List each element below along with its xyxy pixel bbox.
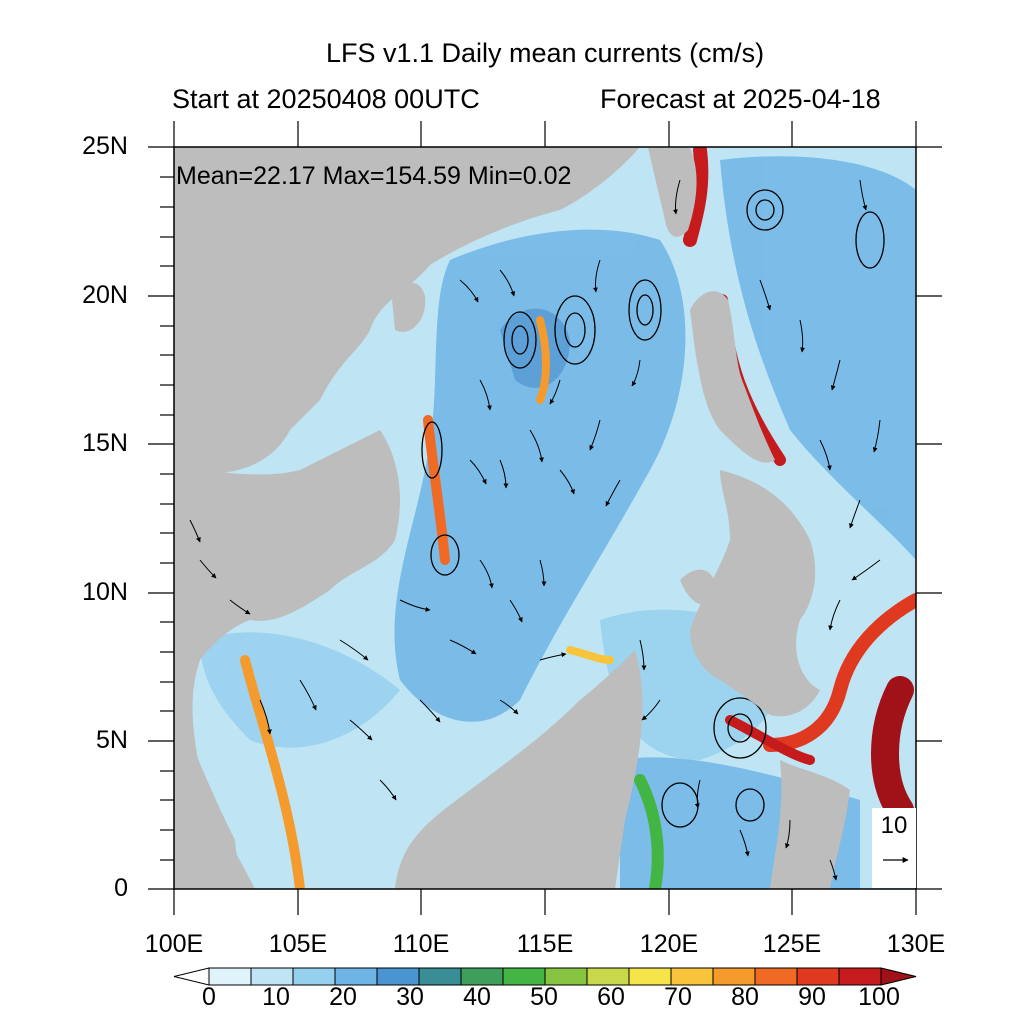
y-tick-label: 5N xyxy=(96,726,128,754)
x-tick-label: 125E xyxy=(762,930,822,958)
y-tick-label: 0 xyxy=(114,874,128,902)
forecast-date-label: Forecast at 2025-04-18 xyxy=(600,84,881,114)
reference-vector-label: 10 xyxy=(880,812,908,839)
current-vectors xyxy=(189,179,881,881)
colorbar-label: 20 xyxy=(329,983,357,1011)
reference-vector-box xyxy=(872,808,916,888)
colorbar-label: 30 xyxy=(396,983,424,1011)
colorbar-label: 10 xyxy=(262,983,290,1011)
x-tick-label: 120E xyxy=(639,930,699,958)
start-time-label: Start at 20250408 00UTC xyxy=(172,84,480,114)
colorbar-label: 90 xyxy=(798,983,826,1011)
colorbar-label: 50 xyxy=(530,983,558,1011)
y-tick-label: 10N xyxy=(82,578,128,606)
y-tick-label: 15N xyxy=(82,429,128,457)
x-tick-label: 110E xyxy=(392,930,450,958)
y-tick-label: 20N xyxy=(82,281,128,309)
colorbar-label: 60 xyxy=(597,983,625,1011)
colorbar-max-triangle xyxy=(880,967,917,986)
colorbar-label: 100 xyxy=(858,983,900,1011)
x-tick-label: 115E xyxy=(516,930,574,958)
map-title: LFS v1.1 Daily mean currents (cm/s) xyxy=(325,38,765,68)
x-tick-label: 100E xyxy=(144,930,204,958)
colorbar-label: 0 xyxy=(202,983,216,1011)
y-axis-ticks xyxy=(148,146,942,890)
x-tick-label: 130E xyxy=(886,930,946,958)
current-speed-shading xyxy=(200,156,916,889)
colorbar-label: 70 xyxy=(664,983,692,1011)
colorbar-label: 40 xyxy=(463,983,491,1011)
x-tick-label: 105E xyxy=(268,930,328,958)
colorbar-label: 80 xyxy=(731,983,759,1011)
y-tick-label: 25N xyxy=(82,132,128,160)
land xyxy=(174,147,850,889)
colorbar xyxy=(173,967,917,986)
map-plot-area xyxy=(174,147,916,889)
x-axis-ticks xyxy=(173,121,917,915)
eddies xyxy=(421,189,885,828)
statistics-label: Mean=22.17 Max=154.59 Min=0.02 xyxy=(176,162,572,190)
